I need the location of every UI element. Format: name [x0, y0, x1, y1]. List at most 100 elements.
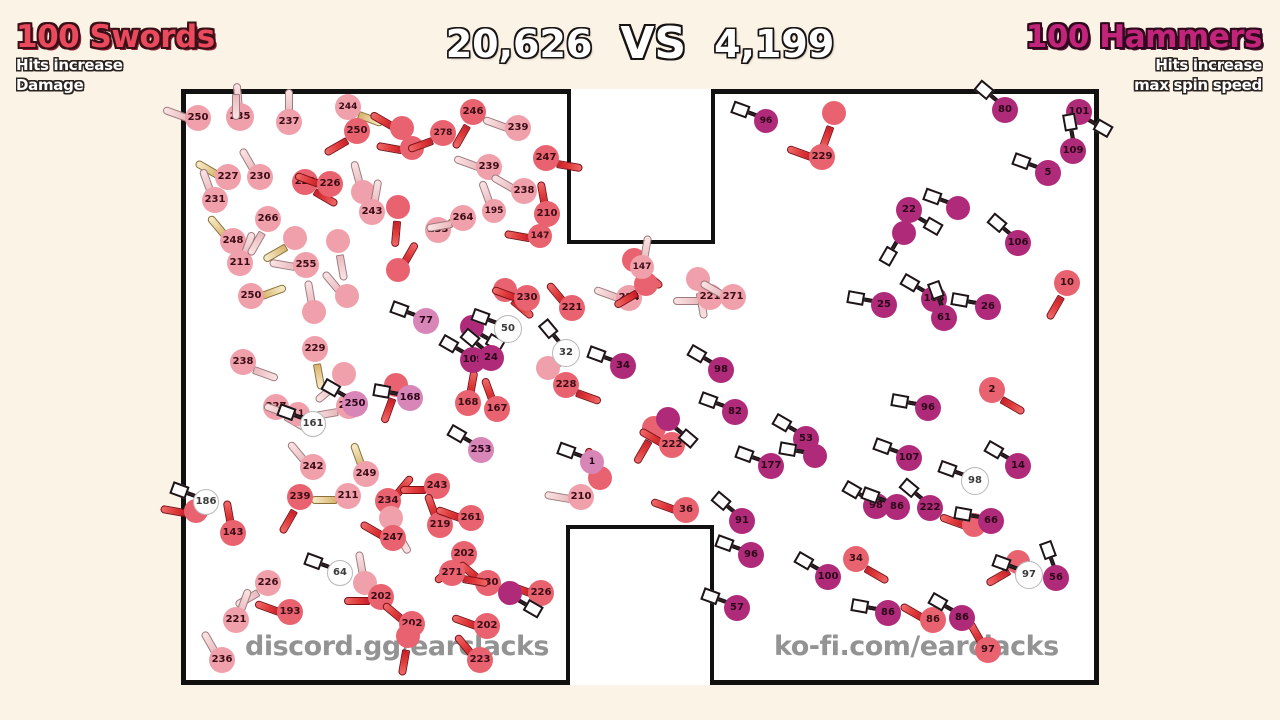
unit-hp-badge [396, 624, 420, 648]
unit-hp-badge: 243 [359, 199, 385, 225]
sword-icon [397, 649, 411, 677]
team-right-header: 100 Hammers Hits increase max spin speed [1026, 21, 1263, 94]
unit-hp-badge: 86 [949, 605, 975, 631]
unit-hp-badge: 86 [884, 494, 910, 520]
unit-hp-badge: 147 [630, 255, 654, 279]
unit-hp-badge: 100 [815, 564, 841, 590]
unit-hp-badge: 168 [455, 390, 481, 416]
unit-hp-badge: 82 [722, 399, 748, 425]
unit-hp-badge: 91 [729, 508, 755, 534]
hammer-head-icon [778, 441, 798, 458]
unit-hp-badge: 14 [1005, 453, 1031, 479]
unit-hp-badge: 107 [896, 445, 922, 471]
unit-hp-badge: 168 [397, 385, 423, 411]
unit-hp-badge: 10 [1054, 270, 1080, 296]
sword-icon [543, 490, 571, 504]
unit-hp-badge: 250 [238, 283, 264, 309]
unit-hp-badge [386, 195, 410, 219]
score-left: 20,626 [445, 21, 593, 66]
unit-hp-badge: 231 [202, 187, 228, 213]
hammer-head-icon [303, 552, 324, 571]
unit-hp-badge: 50 [494, 315, 522, 343]
unit-hp-badge [332, 362, 356, 386]
unit-hp-badge [335, 284, 359, 308]
unit-hp-badge: 32 [552, 339, 580, 367]
sword-icon [574, 389, 603, 406]
sword-icon [632, 438, 653, 466]
sword-icon [673, 297, 699, 305]
unit-hp-badge: 57 [724, 595, 750, 621]
hammer-head-icon [1062, 112, 1078, 132]
unit-hp-badge: 97 [1015, 561, 1043, 589]
unit-hp-badge: 238 [511, 178, 537, 204]
hammer-head-icon [953, 506, 973, 522]
team-left-title: 100 Swords [16, 19, 215, 55]
score-right: 4,199 [714, 21, 835, 66]
unit-hp-badge: 64 [327, 560, 353, 586]
unit-hp-badge [326, 229, 350, 253]
unit-hp-badge: 261 [458, 505, 484, 531]
unit-hp-badge: 247 [380, 525, 406, 551]
unit-hp-badge [946, 196, 970, 220]
unit-hp-badge [386, 258, 410, 282]
unit-hp-badge: 246 [460, 99, 486, 125]
unit-hp-badge: 266 [255, 206, 281, 232]
unit-hp-badge: 80 [992, 97, 1018, 123]
sword-icon [344, 597, 370, 605]
unit-hp-badge: 235 [226, 103, 254, 131]
unit-hp-badge: 24 [478, 345, 504, 371]
sword-icon [259, 283, 288, 300]
sword-icon [335, 254, 349, 282]
unit-hp-badge: 236 [209, 647, 235, 673]
unit-hp-badge: 1 [580, 450, 604, 474]
hammer-head-icon [730, 100, 751, 119]
unit-hp-badge: 66 [978, 508, 1004, 534]
unit-hp-badge: 221 [559, 295, 585, 321]
sword-icon [375, 141, 403, 155]
sword-icon [999, 396, 1027, 416]
hammer-head-icon [586, 345, 607, 364]
hammer-head-icon [734, 445, 755, 464]
unit-hp-badge [283, 226, 307, 250]
hammer-head-icon [556, 441, 577, 460]
unit-hp-badge: 106 [1005, 230, 1031, 256]
team-right-perk-line1: Hits increase [1155, 55, 1262, 74]
unit-hp-badge: 96 [738, 542, 764, 568]
unit-hp-badge: 278 [430, 120, 456, 146]
unit-hp-badge: 77 [413, 308, 439, 334]
hammer-head-icon [698, 391, 719, 410]
unit-hp-badge: 271 [720, 284, 746, 310]
unit-hp-badge: 26 [975, 294, 1001, 320]
unit-hp-badge: 34 [843, 546, 869, 572]
hammer-head-icon [937, 459, 958, 478]
sword-icon [268, 258, 296, 272]
unit-hp-badge: 22 [896, 197, 922, 223]
unit-hp-badge: 177 [758, 453, 784, 479]
sword-icon [251, 366, 280, 383]
sword-icon [400, 486, 426, 494]
unit-hp-badge: 249 [353, 461, 379, 487]
unit-hp-badge: 98 [961, 467, 989, 495]
unit-hp-badge [302, 300, 326, 324]
team-right-perk-line2: max spin speed [1134, 75, 1262, 94]
unit-hp-badge: 86 [875, 600, 901, 626]
unit-hp-badge: 226 [317, 171, 343, 197]
vs-label: VS [620, 18, 687, 69]
sword-icon [311, 496, 337, 504]
unit-hp-badge: 61 [931, 305, 957, 331]
unit-hp-badge: 210 [534, 201, 560, 227]
unit-hp-badge: 96 [915, 395, 941, 421]
unit-hp-badge: 229 [302, 336, 328, 362]
unit-hp-badge: 227 [215, 164, 241, 190]
hammer-head-icon [850, 598, 870, 614]
unit-hp-badge: 147 [528, 224, 552, 248]
unit-hp-badge: 255 [293, 252, 319, 278]
team-left-header: 100 Swords Hits increase Damage [16, 19, 215, 94]
unit-hp-badge: 239 [287, 484, 313, 510]
sword-icon [232, 94, 240, 120]
hammer-head-icon [1011, 152, 1032, 171]
unit-hp-badge: 36 [673, 497, 699, 523]
unit-hp-badge: 253 [468, 437, 494, 463]
unit-hp-badge: 186 [193, 489, 219, 515]
unit-hp-badge: 226 [255, 570, 281, 596]
